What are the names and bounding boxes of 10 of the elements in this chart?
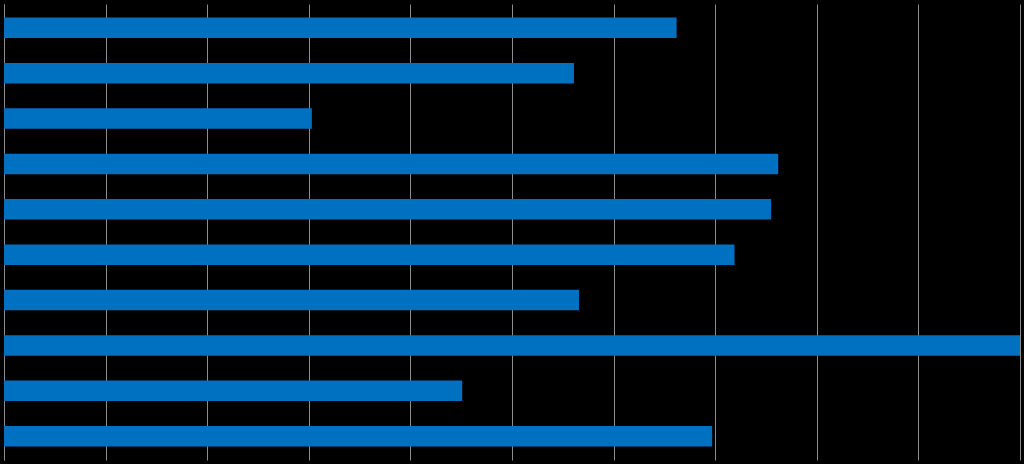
bar: [4, 153, 779, 175]
bar: [4, 62, 574, 84]
bar: [4, 199, 772, 220]
bar: [4, 244, 735, 265]
bar: [4, 425, 713, 447]
bar: [4, 108, 312, 129]
bar: [4, 380, 463, 402]
bar: [4, 289, 580, 311]
bar: [4, 17, 677, 39]
bar: [4, 335, 1020, 356]
